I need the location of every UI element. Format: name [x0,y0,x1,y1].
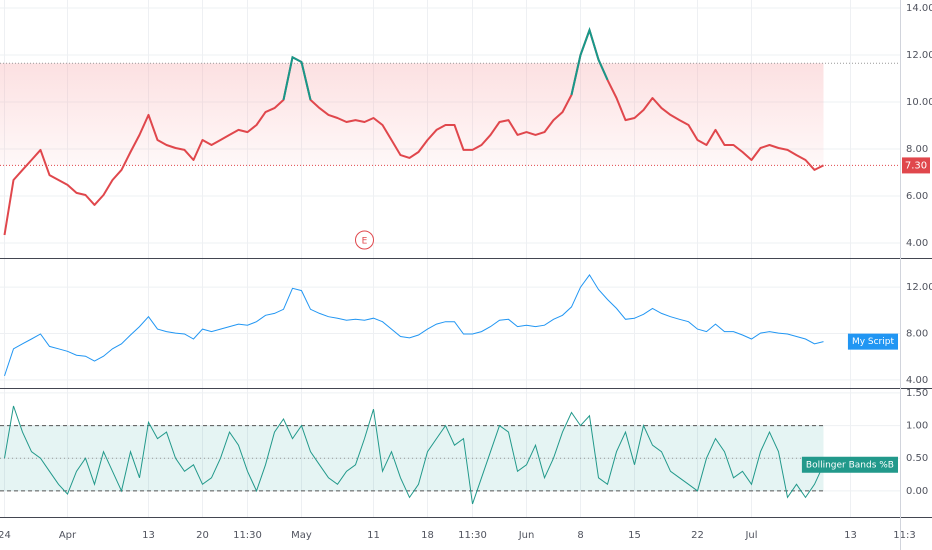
x-tick-label: 15 [628,530,641,541]
x-tick-label: Jun [518,530,535,541]
legend-label: My Script [852,337,895,347]
x-tick-label: 20 [196,530,209,541]
price-line-series [3,29,824,236]
y-tick-label: 8.00 [906,144,928,155]
price-label-box [902,157,930,174]
x-tick-label: 8 [577,530,583,541]
level-fill [0,63,824,166]
y-tick-label: 0.50 [906,453,928,464]
y-tick-label: 1.50 [906,388,928,399]
y-tick-label: 8.00 [906,329,928,340]
y-tick-label: 12.00 [906,50,932,61]
x-tick-label: Jul [744,530,757,541]
x-tick-label: Apr [59,530,77,541]
y-tick-label: 1.00 [906,421,928,432]
x-tick-label: 13 [142,530,155,541]
x-tick-label: 11:30 [458,530,487,541]
x-tick-label: 11:3 [893,530,915,541]
above-level-segment [282,55,312,101]
y-tick-label: 6.00 [906,191,928,202]
x-tick-label: 11 [367,530,380,541]
legend-box [801,456,898,473]
series-line [4,405,824,505]
event-marker [355,230,374,250]
event-label: E [362,237,368,247]
x-tick-label: 24 [0,530,11,541]
band-fill [0,425,824,491]
x-tick-label: 13 [844,530,857,541]
legend-box [847,333,898,350]
x-tick-label: 18 [421,530,434,541]
above-level-segment [570,26,609,96]
x-tick-label: May [291,530,312,541]
y-tick-label: 12.00 [906,282,932,293]
y-tick-label: 10.00 [906,97,932,108]
y-tick-label: 0.00 [906,486,928,497]
legend-label: Bollinger Bands %B [806,460,894,470]
x-tick-label: 22 [691,530,704,541]
y-tick-label: 14.00 [906,3,932,14]
x-tick-label: 11:30 [233,530,262,541]
y-tick-label: 4.00 [906,375,928,386]
series-line [4,274,824,377]
price-label: 7.30 [905,160,927,171]
y-tick-label: 4.00 [906,238,928,249]
